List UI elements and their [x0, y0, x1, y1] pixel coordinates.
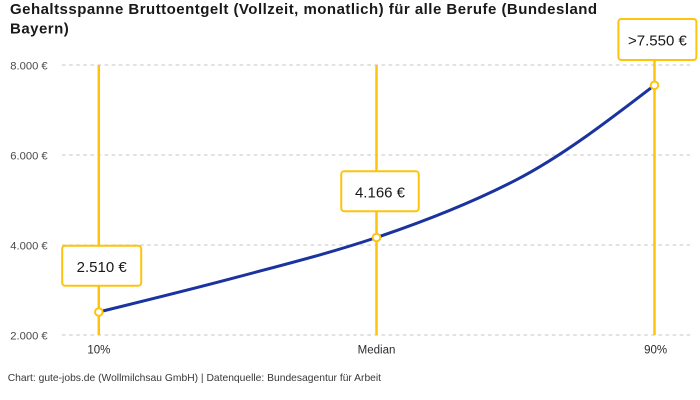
svg-text:10%: 10%: [87, 345, 110, 357]
svg-text:4.000 €: 4.000 €: [10, 240, 48, 252]
svg-text:Chart: gute-jobs.de (Wollmilch: Chart: gute-jobs.de (Wollmilchsau GmbH) …: [8, 373, 381, 384]
svg-text:>7.550 €: >7.550 €: [628, 33, 687, 50]
svg-text:2.510 €: 2.510 €: [77, 259, 128, 276]
svg-text:6.000 €: 6.000 €: [10, 150, 48, 162]
svg-text:Median: Median: [358, 345, 396, 357]
svg-text:8.000 €: 8.000 €: [10, 60, 48, 72]
svg-text:2.000 €: 2.000 €: [10, 330, 48, 342]
svg-text:Gehaltsspanne Bruttoentgelt (V: Gehaltsspanne Bruttoentgelt (Vollzeit, m…: [10, 1, 598, 18]
svg-text:4.166 €: 4.166 €: [355, 184, 406, 201]
svg-text:90%: 90%: [644, 345, 667, 357]
svg-text:Bayern): Bayern): [10, 21, 69, 38]
